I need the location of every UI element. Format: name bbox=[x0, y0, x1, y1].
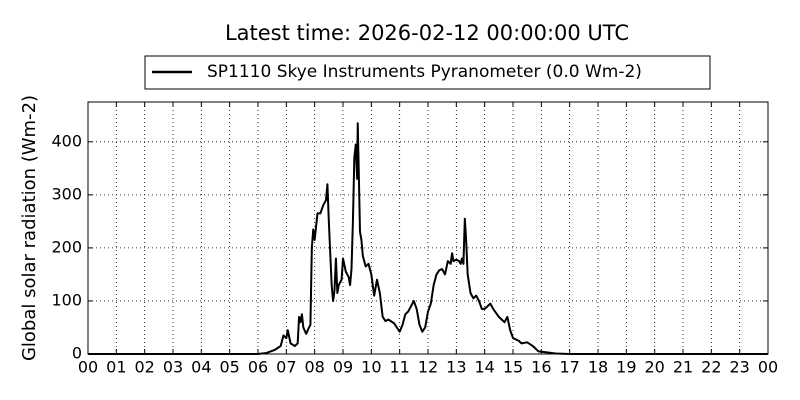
x-tick-label: 11 bbox=[389, 358, 409, 377]
x-tick-label: 17 bbox=[559, 358, 579, 377]
y-axis-label: Global solar radiation (Wm-2) bbox=[19, 95, 40, 361]
x-tick-label: 15 bbox=[503, 358, 523, 377]
plot-frame bbox=[87, 101, 769, 355]
y-tick-label: 0 bbox=[72, 344, 82, 363]
x-tick-label: 09 bbox=[333, 358, 353, 377]
x-tick-label: 08 bbox=[304, 358, 324, 377]
x-tick-label: 01 bbox=[106, 358, 126, 377]
data-line bbox=[88, 122, 768, 355]
x-tick-label: 06 bbox=[248, 358, 268, 377]
x-tick-label: 02 bbox=[134, 358, 154, 377]
x-tick-label: 04 bbox=[191, 358, 211, 377]
x-tick-label: 21 bbox=[673, 358, 693, 377]
y-tick-label: 400 bbox=[51, 131, 82, 150]
x-tick-label: 07 bbox=[276, 358, 296, 377]
x-tick-label: 13 bbox=[446, 358, 466, 377]
x-tick-label: 05 bbox=[219, 358, 239, 377]
x-tick-label: 14 bbox=[474, 358, 494, 377]
x-tick-label: 03 bbox=[163, 358, 183, 377]
x-tick-label: 19 bbox=[616, 358, 636, 377]
x-tick-label: 00 bbox=[758, 358, 778, 377]
chart-title: Latest time: 2026-02-12 00:00:00 UTC bbox=[225, 21, 629, 45]
legend-label: SP1110 Skye Instruments Pyranometer (0.0… bbox=[207, 62, 642, 82]
y-tick-label: 300 bbox=[51, 184, 82, 203]
x-tick-label: 20 bbox=[644, 358, 664, 377]
legend-box bbox=[144, 55, 711, 90]
x-tick-label: 22 bbox=[701, 358, 721, 377]
x-tick-label: 12 bbox=[418, 358, 438, 377]
x-tick-label: 23 bbox=[729, 358, 749, 377]
x-tick-label: 00 bbox=[78, 358, 98, 377]
x-tick-label: 18 bbox=[588, 358, 608, 377]
x-tick-label: 16 bbox=[531, 358, 551, 377]
x-tick-label: 10 bbox=[361, 358, 381, 377]
y-tick-label: 100 bbox=[51, 290, 82, 309]
y-tick-label: 200 bbox=[51, 237, 82, 256]
